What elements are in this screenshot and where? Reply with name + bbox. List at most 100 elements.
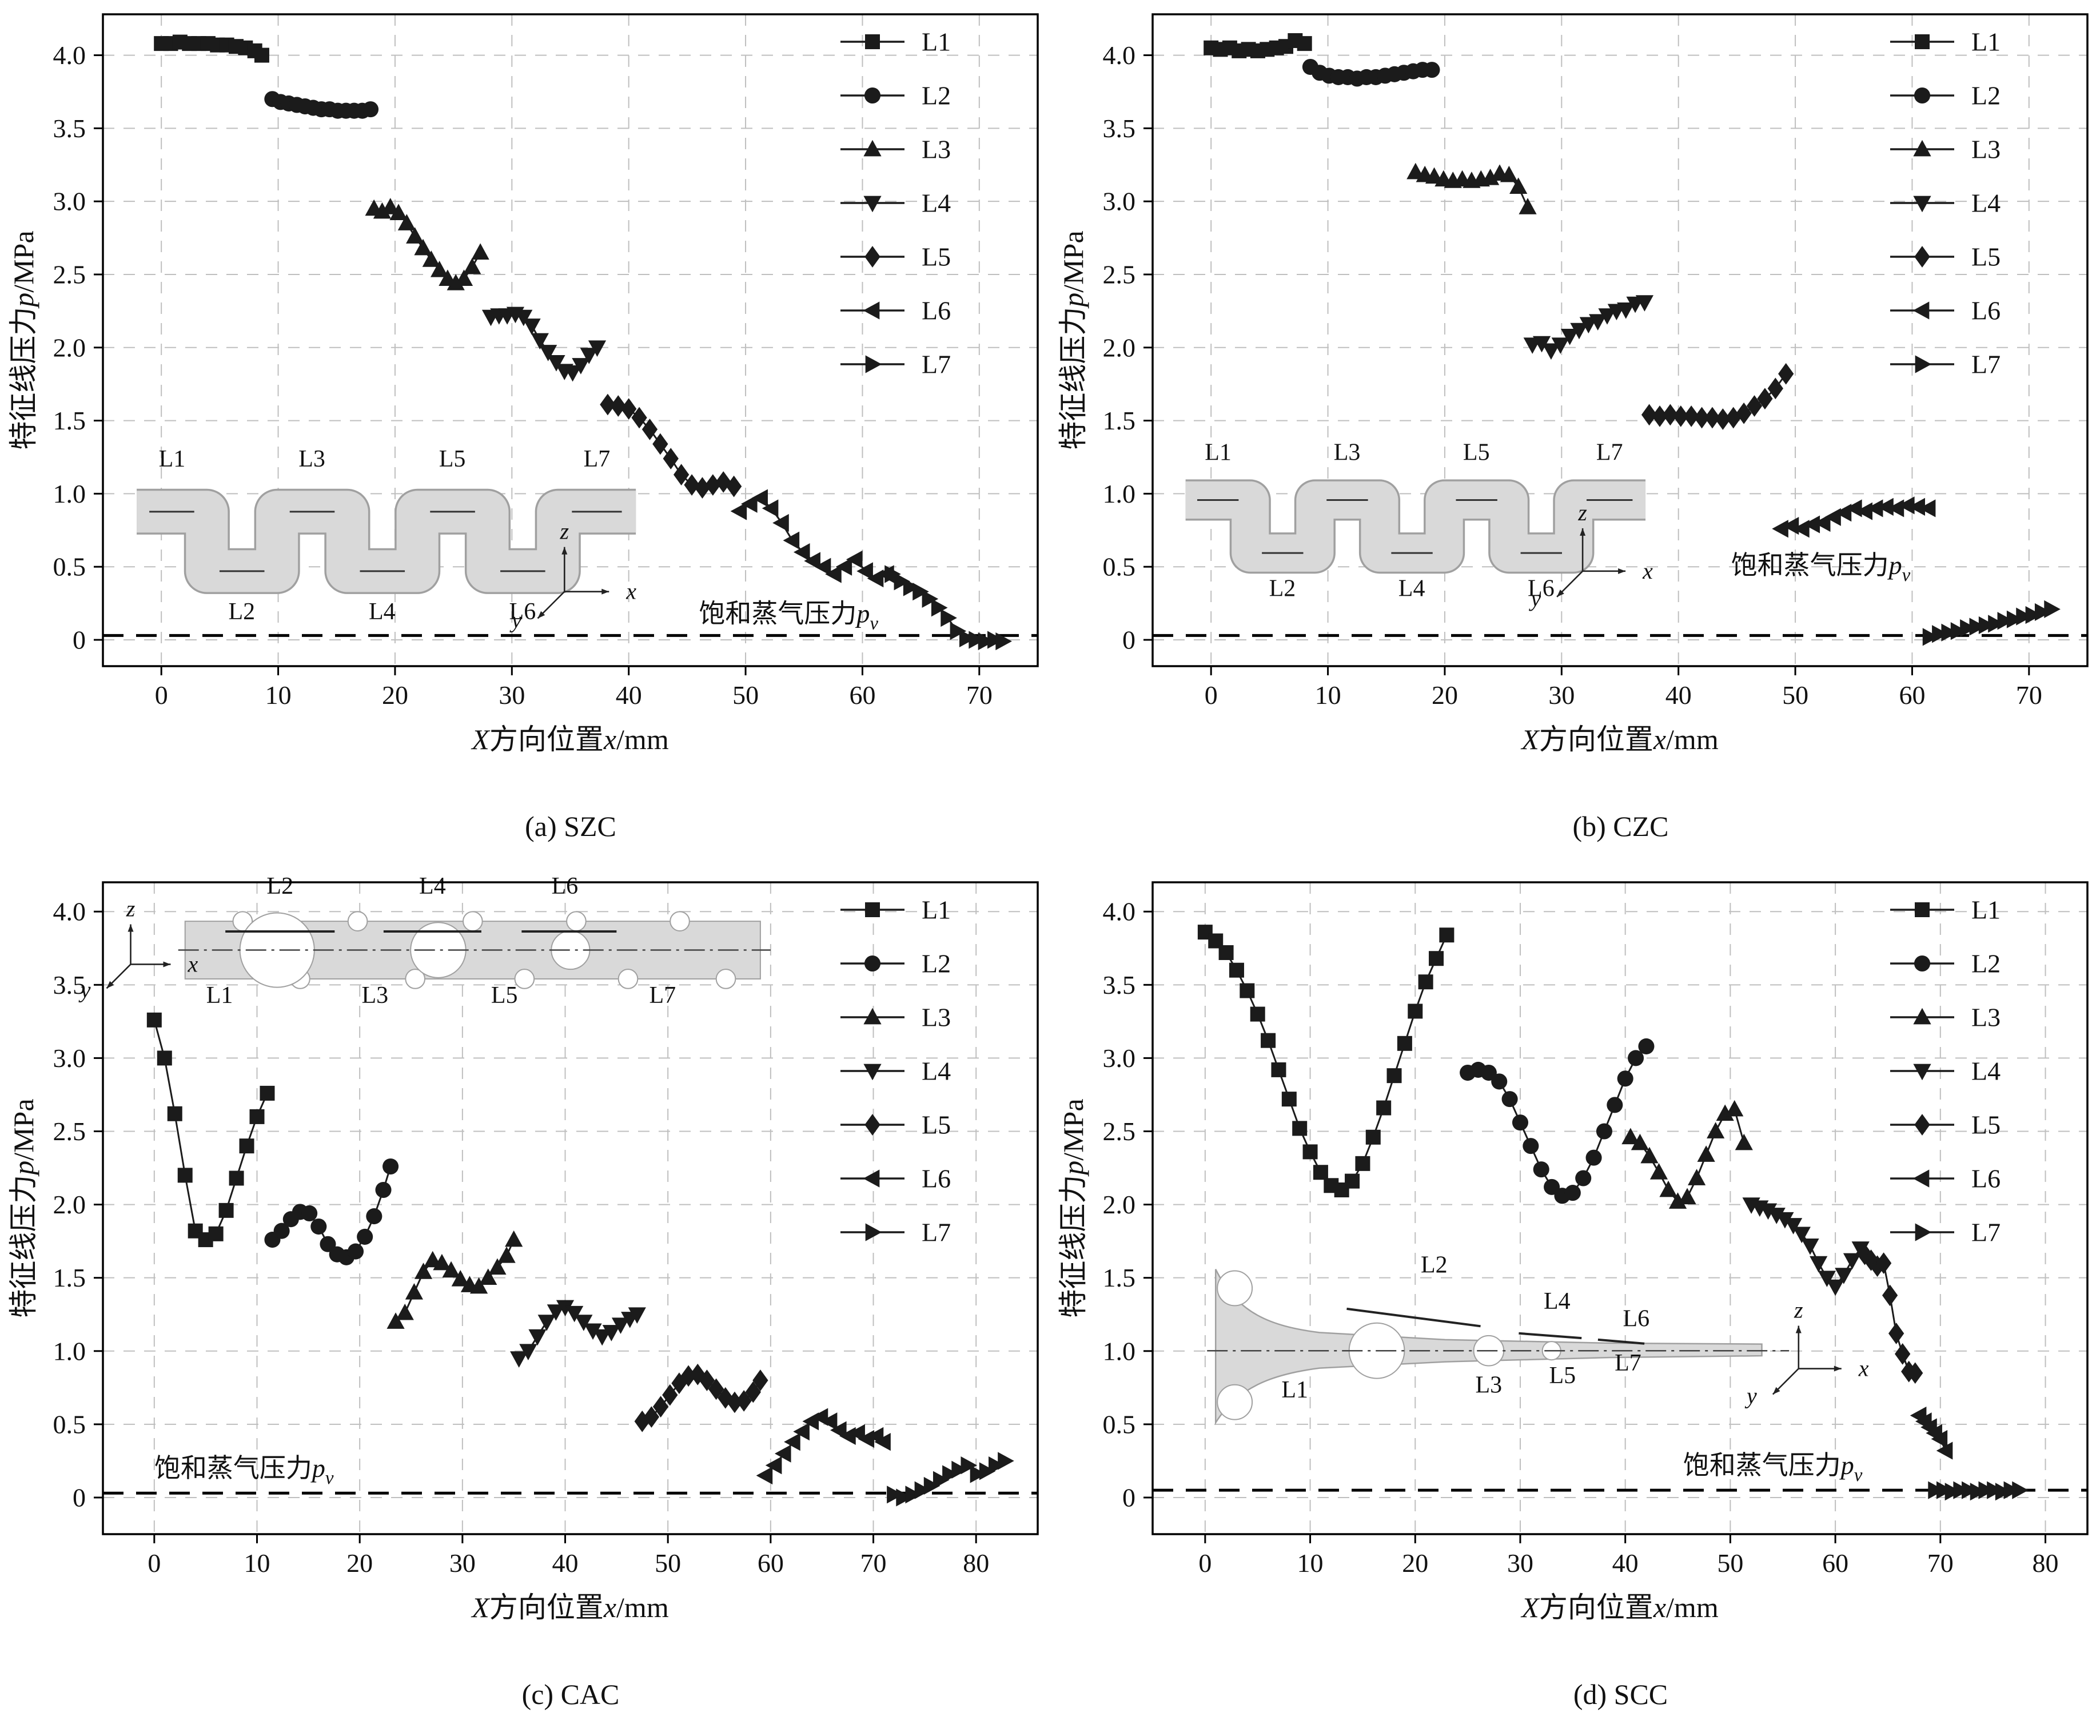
svg-text:L1: L1: [159, 446, 186, 472]
svg-text:3.0: 3.0: [1103, 187, 1136, 216]
panel-czc: L1 L2 L3 L4 L5 L6 L7 z x y 0 10 20 30 40 50 60 70 0 0.5 1.0 1…: [1050, 0, 2100, 868]
svg-text:2.5: 2.5: [53, 1117, 86, 1146]
svg-text:70: 70: [966, 680, 993, 710]
series-L6: [1910, 1406, 1953, 1460]
gridlines: [103, 882, 1038, 1534]
y-axis-label: 特征线压力p/MPa: [1057, 1098, 1089, 1317]
svg-text:50: 50: [655, 1548, 681, 1578]
axes-box: [1151, 881, 2089, 1535]
svg-text:L3: L3: [1476, 1372, 1503, 1399]
svg-text:4.0: 4.0: [53, 41, 86, 70]
svg-text:L5: L5: [439, 446, 466, 472]
svg-text:3.0: 3.0: [1103, 1044, 1136, 1073]
svg-text:L6: L6: [1623, 1305, 1649, 1332]
svg-text:60: 60: [849, 680, 875, 710]
svg-text:30: 30: [1507, 1548, 1533, 1578]
svg-text:x: x: [625, 579, 636, 604]
svg-text:L7: L7: [1596, 439, 1623, 465]
svg-text:L3: L3: [361, 982, 388, 1009]
svg-text:10: 10: [1315, 680, 1341, 710]
svg-text:L2: L2: [266, 873, 293, 899]
ticks-and-labels: 0 10 20 30 40 50 60 70 80 0 0.5 1.0 1.5 2.0 2.5 3.0 3.5 4…: [1103, 897, 2059, 1578]
svg-text:x: x: [1858, 1356, 1869, 1381]
svg-text:60: 60: [758, 1548, 784, 1578]
svg-text:L6: L6: [551, 873, 578, 899]
svg-text:L1: L1: [1971, 895, 2001, 925]
series-L6: [756, 1408, 891, 1485]
svg-text:L3: L3: [1334, 439, 1361, 465]
series-L2: [264, 1158, 399, 1265]
svg-text:L6: L6: [922, 1164, 951, 1193]
series-L4: [1523, 295, 1654, 360]
series-L7: [884, 565, 1012, 651]
svg-text:z: z: [126, 895, 136, 921]
pv-label: 饱和蒸气压力pv: [699, 599, 878, 634]
series-L2: [1302, 58, 1440, 87]
pv-label: 饱和蒸气压力pv: [1731, 551, 1911, 586]
svg-text:L2: L2: [1971, 81, 2001, 110]
svg-text:80: 80: [2033, 1548, 2059, 1578]
series-L1: [146, 1012, 275, 1248]
chart-cac: L2 L4 L6 L1 L3 L5 L7 z x y 0 10 20 30 40 50 60 70 80 0 0.5 1.…: [7, 873, 1039, 1623]
svg-text:y: y: [1744, 1383, 1757, 1409]
inset-channel-diagram: L2 L4 L6 L1 L3 L5 L7 z x y: [1207, 1252, 1869, 1426]
series-L1: [1197, 925, 1455, 1197]
svg-text:L5: L5: [491, 982, 518, 1009]
svg-text:L3: L3: [922, 1003, 951, 1032]
svg-text:L5: L5: [922, 242, 951, 272]
series-L7: [1922, 600, 2061, 646]
x-axis-label: X方向位置x/mm: [1520, 723, 1719, 755]
svg-text:20: 20: [1402, 1548, 1428, 1578]
svg-text:70: 70: [1927, 1548, 1954, 1578]
svg-text:40: 40: [616, 680, 642, 710]
svg-text:10: 10: [265, 680, 292, 710]
svg-text:L3: L3: [922, 135, 951, 164]
series-L4: [510, 1300, 646, 1368]
axes-box: [102, 881, 1039, 1535]
series-L7: [1928, 1481, 2029, 1501]
svg-text:L6: L6: [509, 599, 536, 625]
svg-text:L7: L7: [649, 982, 676, 1009]
series-L4: [481, 306, 607, 382]
svg-text:L4: L4: [1544, 1288, 1571, 1315]
svg-text:L5: L5: [1549, 1363, 1576, 1389]
svg-text:x: x: [1642, 558, 1653, 584]
svg-text:40: 40: [552, 1548, 579, 1578]
svg-text:20: 20: [1432, 680, 1458, 710]
svg-text:30: 30: [499, 680, 525, 710]
svg-text:z: z: [559, 519, 569, 544]
svg-text:L5: L5: [1971, 1110, 2001, 1140]
svg-text:y: y: [1528, 586, 1541, 611]
svg-text:2.5: 2.5: [1103, 1117, 1136, 1146]
series-L2: [1460, 1038, 1655, 1204]
legend: L1 L2 L3 L4 L5 L6 L7: [840, 27, 951, 379]
series-L3: [1406, 162, 1537, 214]
svg-text:L1: L1: [206, 982, 233, 1009]
svg-text:L4: L4: [922, 189, 951, 218]
ticks-and-labels: 0 10 20 30 40 50 60 70 0 0.5 1.0 1.5 2.0 2.5 3.0 3.5 4.0: [53, 41, 993, 710]
svg-text:L2: L2: [922, 81, 951, 110]
svg-text:z: z: [1794, 1297, 1803, 1323]
svg-text:0.5: 0.5: [1103, 1409, 1136, 1439]
svg-text:50: 50: [1717, 1548, 1743, 1578]
svg-text:L2: L2: [228, 599, 255, 625]
x-axis-label: X方向位置x/mm: [471, 1591, 669, 1623]
svg-text:y: y: [78, 977, 91, 1002]
chart-szc: L1 L2 L3 L4 L5 L6 L7 z x y 0 10 20 30 40 50 60 70 0 0.5 1.0 1…: [7, 13, 1039, 755]
svg-text:1.5: 1.5: [53, 1263, 86, 1292]
svg-text:z: z: [1577, 500, 1587, 525]
svg-text:L4: L4: [922, 1057, 951, 1086]
svg-text:0: 0: [148, 1548, 161, 1578]
series-L5: [600, 393, 742, 499]
svg-text:0.5: 0.5: [53, 552, 86, 582]
series-L6: [730, 489, 894, 588]
series-L5: [1641, 363, 1794, 430]
svg-text:50: 50: [732, 680, 759, 710]
svg-text:3.5: 3.5: [1103, 114, 1136, 143]
svg-text:4.0: 4.0: [53, 897, 86, 926]
svg-text:40: 40: [1612, 1548, 1639, 1578]
svg-text:0: 0: [1122, 1483, 1135, 1512]
y-axis-label: 特征线压力p/MPa: [7, 230, 39, 449]
svg-text:L4: L4: [1971, 189, 2001, 218]
svg-text:0: 0: [1205, 680, 1218, 710]
